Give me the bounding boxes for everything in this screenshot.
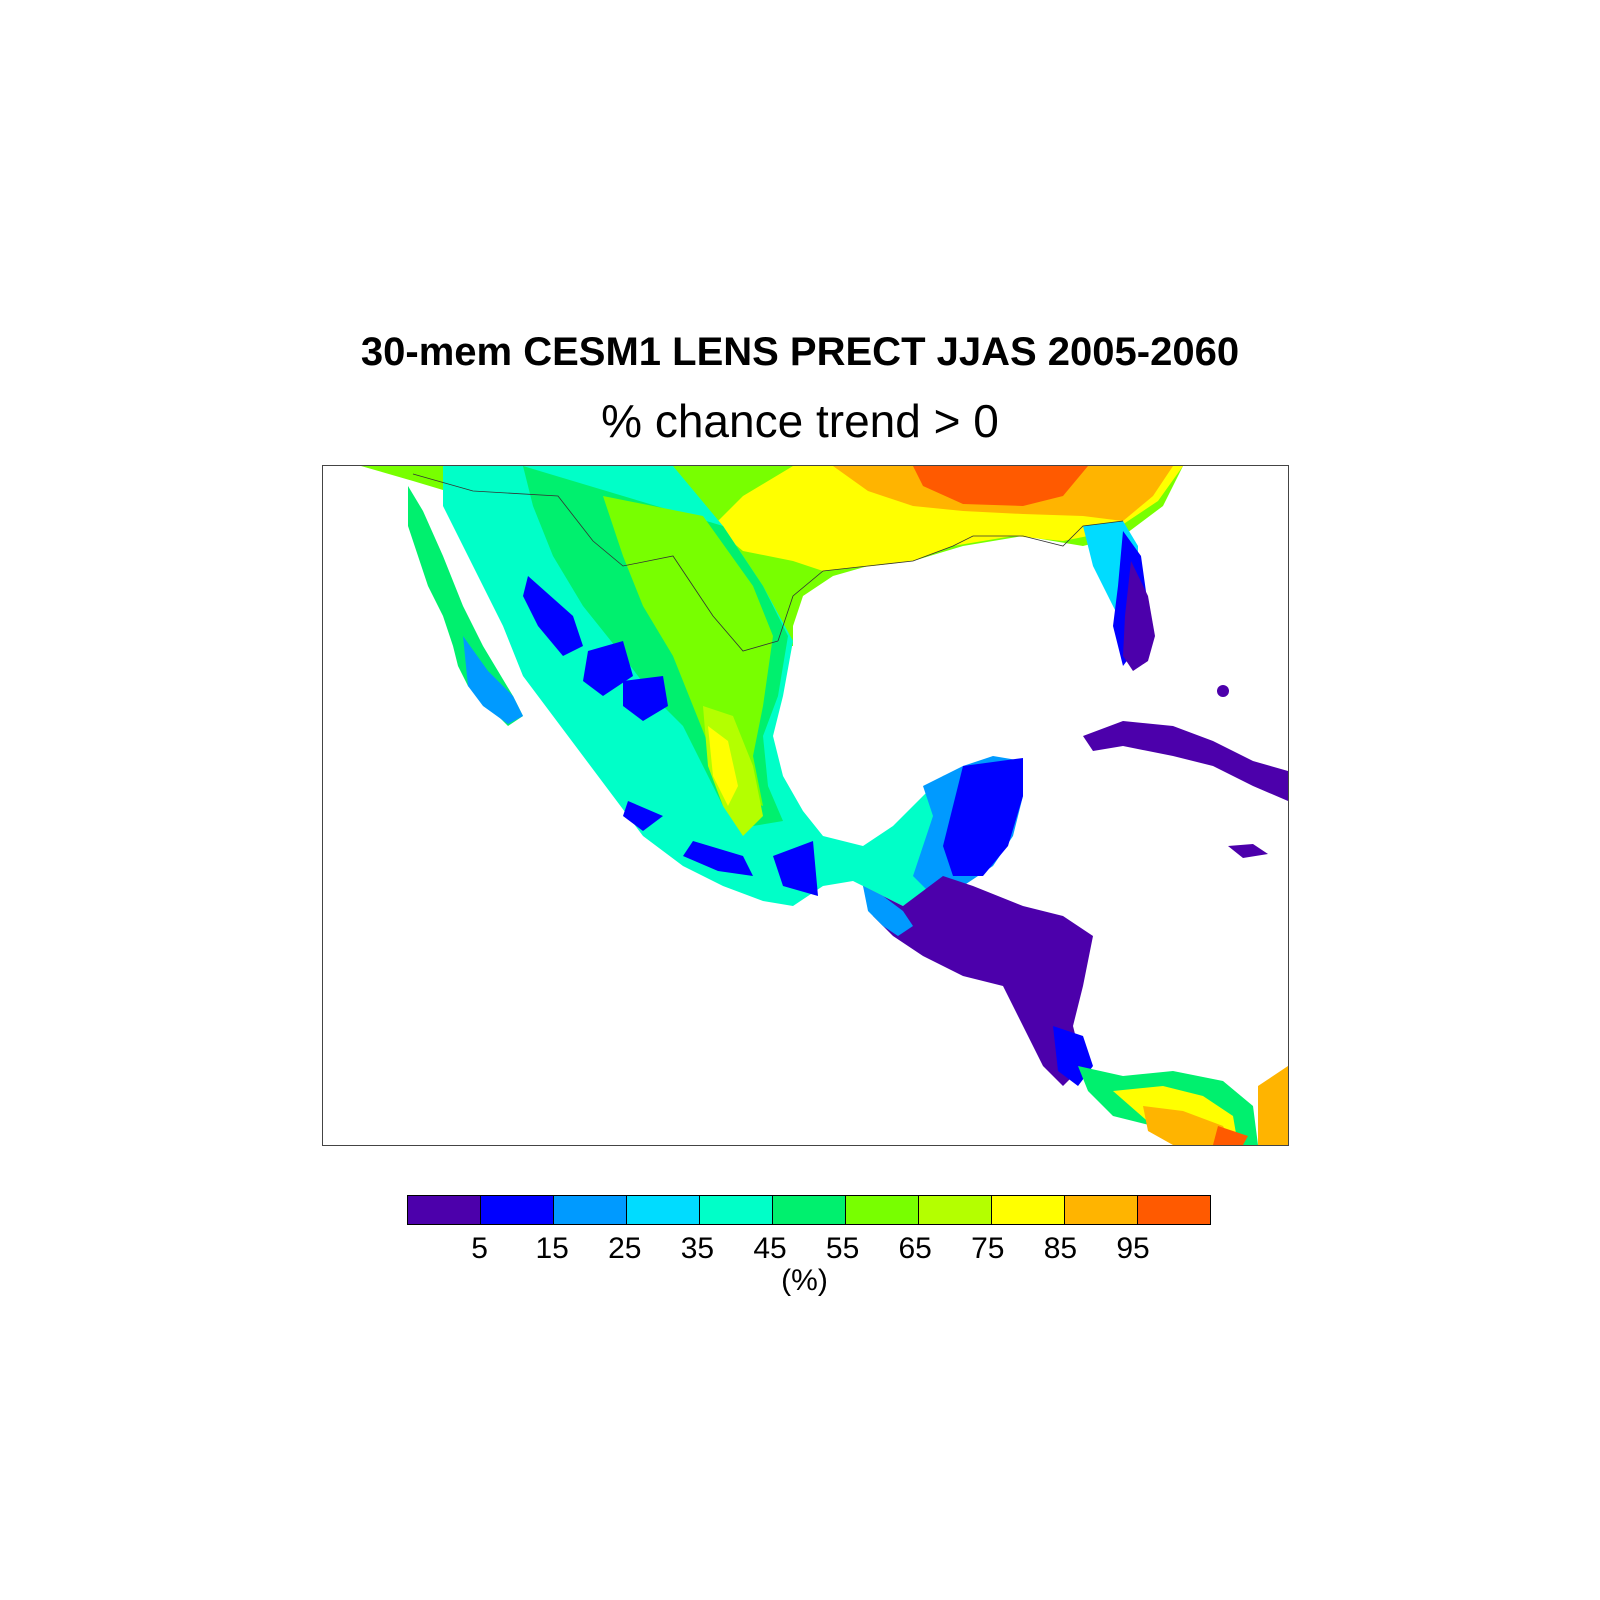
region-mexico-blue-5 [683, 841, 753, 876]
colorbar-swatch [846, 1196, 919, 1224]
region-central-america-edge [863, 886, 913, 936]
region-baja-south [463, 636, 523, 724]
map-panel [322, 465, 1289, 1146]
region-bahamas [1217, 685, 1229, 697]
colorbar-tick-label: 75 [971, 1232, 1005, 1265]
colorbar-swatch [919, 1196, 992, 1224]
colorbar-tick-label: 35 [680, 1232, 715, 1265]
region-mexico-blue-3 [623, 676, 668, 721]
colorbar-swatch [554, 1196, 627, 1224]
region-mexico-blue-6 [773, 841, 818, 896]
colorbar-swatch [1138, 1196, 1210, 1224]
map-title: 30-mem CESM1 LENS PRECT JJAS 2005-2060 [360, 330, 1240, 374]
region-yucatan-blue [943, 758, 1023, 876]
colorbar-tick-label: 65 [898, 1232, 932, 1265]
region-colombia [1258, 1066, 1288, 1145]
colorbar-tick-label: 85 [1043, 1232, 1078, 1265]
region-us-red [913, 466, 1088, 506]
colorbar-swatch [992, 1196, 1065, 1224]
region-florida [1123, 561, 1155, 671]
colorbar-tick-label: 95 [1116, 1232, 1150, 1265]
region-mexico-blue-4 [623, 801, 663, 831]
colorbar-swatch [773, 1196, 846, 1224]
colorbar [407, 1195, 1211, 1225]
colorbar-swatch [408, 1196, 481, 1224]
region-baja [408, 486, 523, 726]
map-canvas [361, 466, 1288, 1145]
colorbar-unit: (%) [781, 1264, 828, 1297]
border-us-mexico [412, 473, 779, 652]
colorbar-tick-label: 25 [608, 1232, 642, 1265]
colorbar-swatch [627, 1196, 700, 1224]
region-panama-red [1213, 1126, 1248, 1145]
region-cuba [1083, 721, 1288, 801]
region-mexico-blue-2 [583, 641, 633, 696]
map-subtitle: % chance trend > 0 [601, 395, 999, 447]
colorbar-tick-label: 5 [471, 1232, 488, 1265]
region-panama-orange [1143, 1106, 1233, 1145]
region-mexico-yellow [708, 726, 738, 806]
region-central-america [863, 876, 1093, 1086]
region-mexico-blue-1 [523, 576, 583, 656]
colorbar-tick-label: 55 [825, 1232, 860, 1265]
coastline-gulf [777, 520, 1124, 642]
colorbar-swatch [700, 1196, 773, 1224]
colorbar-tick-label: 15 [535, 1232, 569, 1265]
colorbar-swatch [481, 1196, 554, 1224]
colorbar-swatch [1065, 1196, 1138, 1224]
region-jamaica [1228, 844, 1268, 858]
colorbar-tick-label: 45 [753, 1232, 787, 1265]
